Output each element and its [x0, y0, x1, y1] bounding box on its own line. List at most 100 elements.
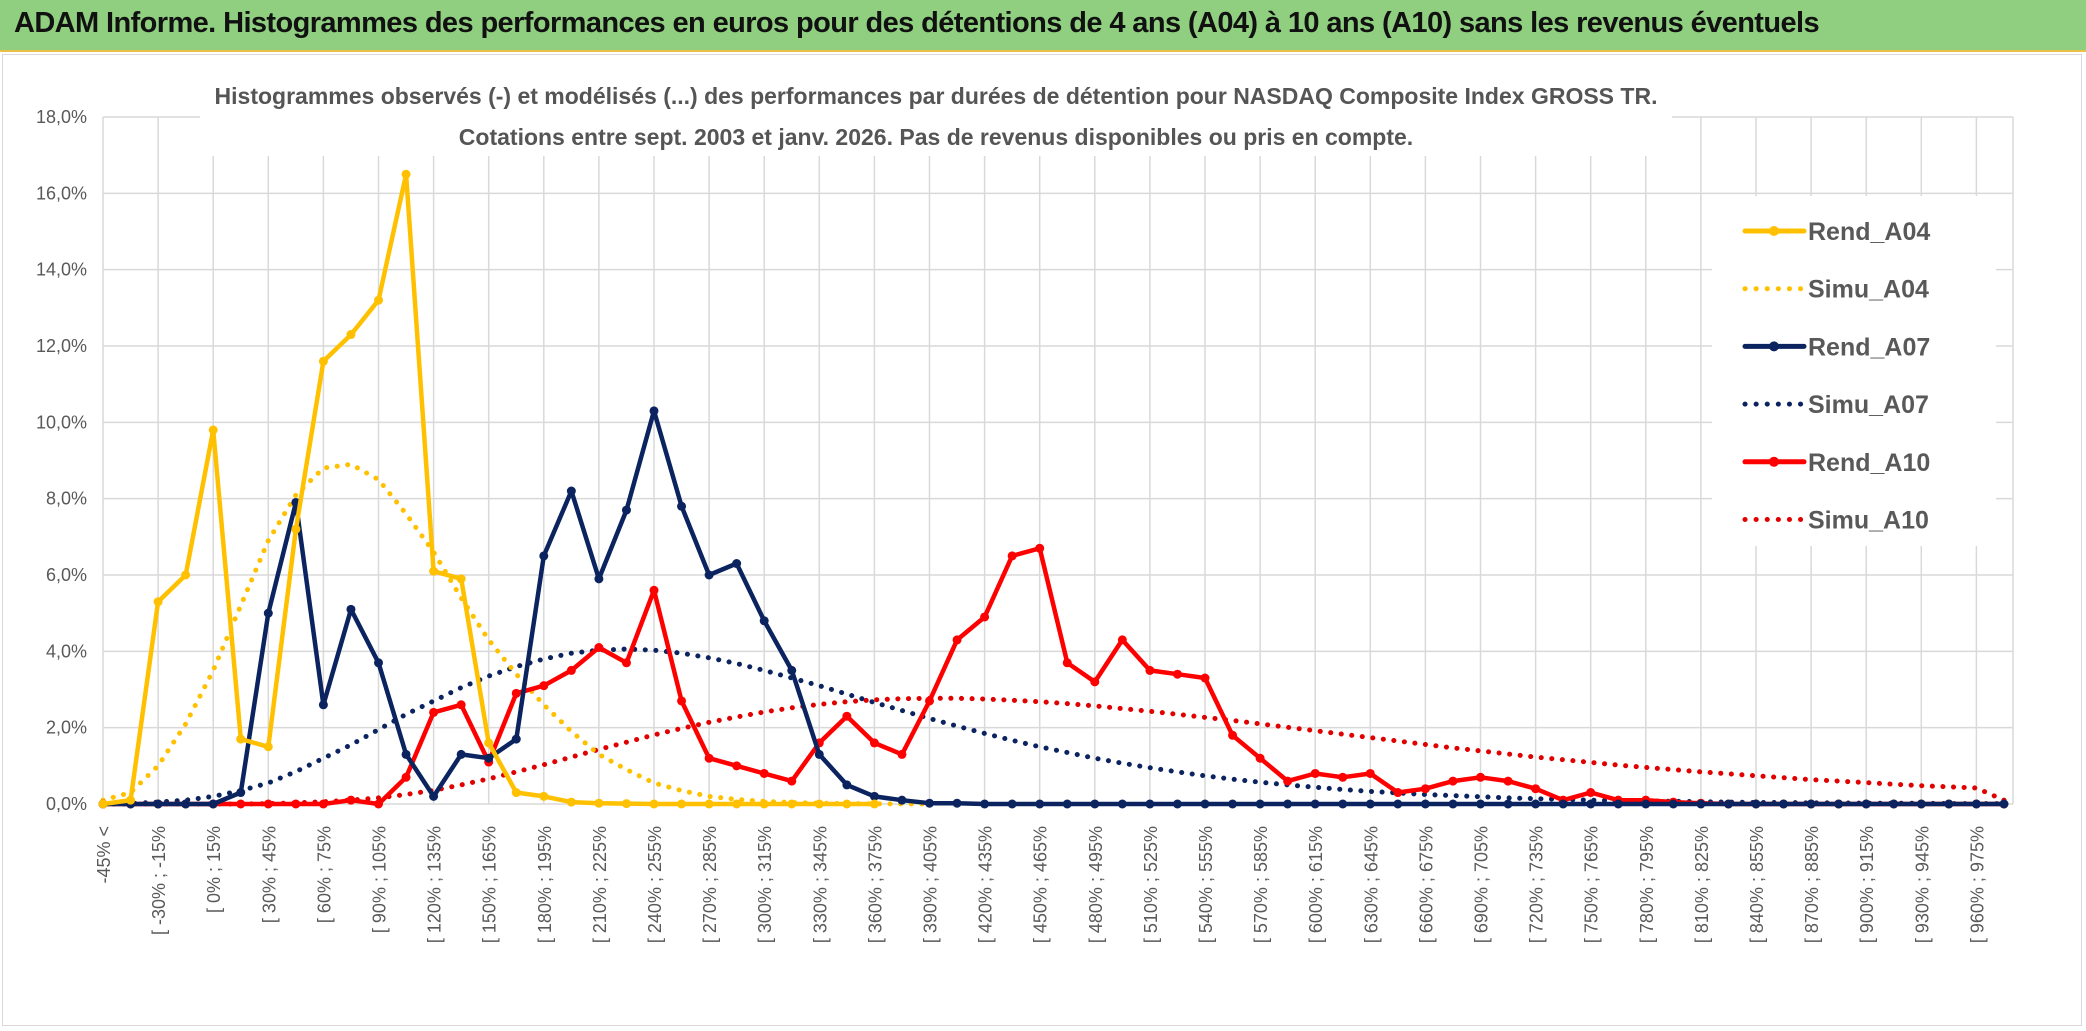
chart-subtitle: Cotations entre sept. 2003 et janv. 2026… [459, 124, 1413, 150]
x-tick-label: [ 180% ; 195% [535, 826, 555, 943]
series-rend-a04-point [263, 742, 273, 752]
x-tick-label: [ 570% ; 585% [1251, 826, 1271, 943]
series-rend-a04-point [318, 356, 328, 366]
series-rend-a07-point [677, 501, 687, 511]
x-tick-label: [ 450% ; 465% [1031, 826, 1051, 943]
series-rend-a07-point [842, 780, 852, 790]
series-rend-a10-point [1090, 677, 1100, 687]
x-tick-label: [ 840% ; 855% [1747, 826, 1767, 943]
series-rend-a07-point [952, 798, 962, 808]
x-tick-label: [ 360% ; 375% [865, 826, 885, 943]
series-rend-a07-point [236, 788, 246, 798]
x-tick-label: [ 750% ; 765% [1582, 826, 1602, 943]
series-rend-a07-point [456, 749, 466, 759]
series-rend-a04-point [842, 799, 852, 809]
series-rend-a10-point [1283, 776, 1293, 786]
legend-rend-a10-label: Rend_A10 [1808, 449, 1930, 477]
series-rend-a04-point [374, 295, 383, 305]
x-tick-label: [ 150% ; 165% [480, 826, 500, 943]
series-rend-a07-point [153, 799, 163, 809]
series-simu-a07-line [100, 646, 2007, 807]
series-rend-a04-point [236, 734, 246, 744]
series-rend-a07-point [181, 799, 191, 809]
series-rend-a07-point [1310, 799, 1320, 809]
series-rend-a10-point [677, 696, 687, 706]
legend-rend-a04-marker [1769, 226, 1779, 236]
series-rend-a07-point [1558, 799, 1568, 809]
series-rend-a10-point [291, 799, 301, 809]
series-rend-a07-point [1916, 799, 1926, 809]
series-rend-a04-point [401, 169, 411, 179]
series-rend-a10-point [566, 665, 576, 675]
series-rend-a10-point [787, 776, 797, 786]
x-tick-label: [ 270% ; 285% [700, 826, 720, 943]
series-rend-a10-point [1476, 772, 1485, 782]
series-rend-a07-point [1723, 799, 1733, 809]
y-axis: 0,0% 2,0% 4,0% 6,0% 8,0% 10,0% 12,0% 14,0% 16,0%… [36, 107, 87, 814]
x-tick-label: [ 780% ; 795% [1637, 826, 1657, 943]
series-rend-a07-point [346, 604, 356, 614]
series-rend-a10-point [1035, 543, 1045, 553]
series-rend-a07-point [1999, 799, 2009, 809]
series-rend-a10-point [236, 799, 246, 809]
x-tick-label: [ 960% ; 975% [1967, 826, 1987, 943]
series-rend-a07-point [1613, 799, 1623, 809]
x-axis: -45% < [ -30% ; -15% [ 0% ; 15% [ 30% ; 45%… [94, 826, 1987, 943]
legend-rend-a07-marker [1769, 341, 1779, 352]
series-rend-a04-point [511, 788, 521, 798]
series-rend-a07-point [1200, 799, 1210, 809]
series-rend-a10-point [539, 681, 549, 691]
series-rend-a10-point [318, 799, 328, 809]
series-rend-a07-point [1338, 799, 1348, 809]
y-tick-label: 0,0% [46, 794, 87, 814]
legend-rend-a10-marker [1769, 456, 1779, 467]
series-rend-a10-line [100, 546, 2007, 807]
x-tick-label: [ 30% ; 45% [259, 826, 279, 923]
series-rend-a07-point [208, 799, 218, 809]
legend-rend-a04-label: Rend_A04 [1808, 218, 1930, 246]
series-rend-a07-point [1448, 799, 1458, 809]
legend-simu-a07-label: Simu_A07 [1808, 391, 1929, 419]
series-rend-a07-point [594, 574, 604, 584]
series-rend-a04-point [787, 799, 797, 809]
series-rend-a07-point [1255, 799, 1265, 809]
series-rend-a07-point [897, 795, 907, 805]
series-rend-a07-point [318, 700, 328, 710]
x-tick-label: [ 720% ; 735% [1527, 826, 1547, 943]
series-rend-a07-point [704, 570, 714, 580]
x-tick-label: [ 390% ; 405% [921, 826, 941, 943]
x-tick-label: [ 600% ; 615% [1306, 826, 1326, 943]
series-rend-a07-point [1641, 799, 1651, 809]
series-rend-a10-point [1586, 788, 1596, 798]
series-rend-a07-point [429, 791, 439, 801]
x-tick-label: -45% < [94, 826, 114, 884]
series-rend-a10-point [980, 612, 990, 622]
series-rend-a07-point [511, 734, 521, 744]
series-rend-a07-point [1696, 799, 1706, 809]
series-rend-a04-point [704, 799, 714, 809]
series-rend-a10-point [1448, 776, 1458, 786]
x-tick-label: [ 510% ; 525% [1141, 826, 1161, 943]
series-rend-a04-point [814, 799, 824, 809]
series-rend-a10-point [759, 768, 769, 778]
legend-simu-a10-label: Simu_A10 [1808, 507, 1929, 535]
series-rend-a07-point [1393, 799, 1403, 809]
series-rend-a04-point [456, 574, 466, 584]
series-rend-a10-point [1117, 635, 1127, 645]
series-rend-a10-point [621, 658, 631, 668]
series-rend-a07-point [1668, 799, 1678, 809]
series-rend-a04-point [732, 799, 742, 809]
series-rend-a10-point [1310, 768, 1320, 778]
y-tick-label: 10,0% [36, 412, 87, 432]
series-rend-a10-point [1172, 669, 1182, 679]
series-rend-a10-point [925, 696, 934, 706]
series-rend-a07-point [1834, 799, 1844, 809]
x-tick-label: [ 810% ; 825% [1692, 826, 1712, 943]
series-rend-a10-point [704, 753, 714, 763]
series-rend-a07-point [1145, 799, 1155, 809]
x-tick-label: [ 870% ; 885% [1802, 826, 1822, 943]
x-tick-label: [ 90% ; 105% [370, 826, 390, 933]
report-title: ADAM Informe. Histogrammes des performan… [14, 7, 1820, 39]
series-rend-a07-point [1007, 799, 1017, 809]
legend-background [1712, 196, 1996, 546]
